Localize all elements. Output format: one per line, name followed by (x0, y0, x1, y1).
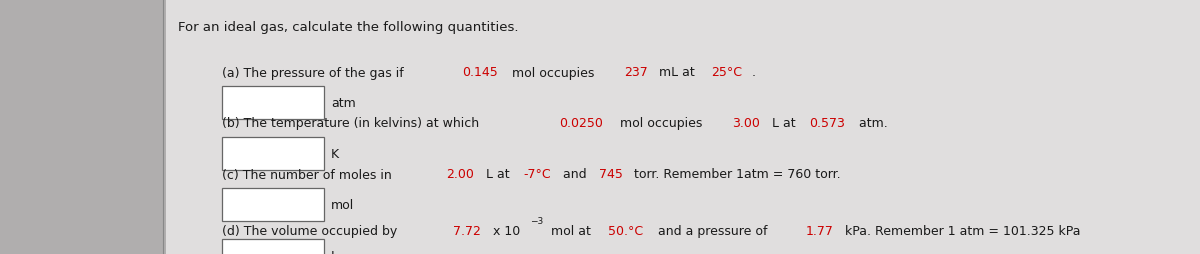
Text: 2.00: 2.00 (446, 168, 474, 181)
Text: atm: atm (331, 97, 356, 109)
Text: mol occupies: mol occupies (508, 66, 598, 79)
Text: atm.: atm. (856, 117, 888, 130)
Text: (a) The pressure of the gas if: (a) The pressure of the gas if (222, 66, 408, 79)
Text: kPa. Remember 1 atm = 101.325 kPa: kPa. Remember 1 atm = 101.325 kPa (841, 224, 1081, 237)
Text: mL at: mL at (655, 66, 698, 79)
Text: and: and (559, 168, 590, 181)
FancyBboxPatch shape (222, 188, 324, 221)
Text: L at: L at (482, 168, 514, 181)
Text: -7°C: -7°C (523, 168, 551, 181)
Text: .: . (751, 66, 756, 79)
Text: 7.72: 7.72 (454, 224, 481, 237)
Text: 3.00: 3.00 (732, 117, 760, 130)
Text: 745: 745 (600, 168, 623, 181)
Text: 0.0250: 0.0250 (559, 117, 602, 130)
Text: 0.145: 0.145 (462, 66, 498, 79)
Text: 25°C: 25°C (712, 66, 743, 79)
Text: x 10: x 10 (490, 224, 521, 237)
Text: 0.573: 0.573 (809, 117, 845, 130)
Text: 50.°C: 50.°C (608, 224, 643, 237)
Text: and a pressure of: and a pressure of (654, 224, 772, 237)
FancyBboxPatch shape (222, 239, 324, 254)
FancyBboxPatch shape (0, 0, 162, 254)
FancyBboxPatch shape (166, 0, 1200, 254)
FancyBboxPatch shape (222, 86, 324, 119)
Text: (b) The temperature (in kelvins) at which: (b) The temperature (in kelvins) at whic… (222, 117, 484, 130)
Text: 237: 237 (624, 66, 648, 79)
Text: (d) The volume occupied by: (d) The volume occupied by (222, 224, 401, 237)
Text: L at: L at (768, 117, 799, 130)
FancyBboxPatch shape (222, 137, 324, 170)
Text: torr. Remember 1atm = 760 torr.: torr. Remember 1atm = 760 torr. (630, 168, 841, 181)
Text: (c) The number of moles in: (c) The number of moles in (222, 168, 396, 181)
Text: mol: mol (331, 198, 354, 211)
Text: L: L (331, 249, 338, 254)
Text: For an ideal gas, calculate the following quantities.: For an ideal gas, calculate the followin… (178, 21, 518, 34)
Text: −3: −3 (529, 216, 542, 225)
Text: K: K (331, 147, 340, 160)
Text: mol at: mol at (547, 224, 594, 237)
Text: mol occupies: mol occupies (616, 117, 706, 130)
Text: 1.77: 1.77 (805, 224, 833, 237)
